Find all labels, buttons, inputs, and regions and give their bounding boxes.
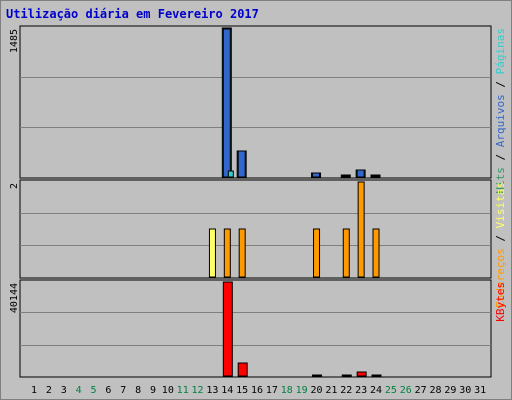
x-tick-label: 27 <box>415 385 427 396</box>
x-tick-label: 5 <box>90 385 96 396</box>
bar-endereos-day-15 <box>238 228 246 278</box>
x-axis: 1 2 3 4 5 6 7 8 9 10 11 12 13 14 15 16 17 18 19 20 21 22 23 24 2… <box>31 385 486 396</box>
x-tick-label: 31 <box>474 385 486 396</box>
panel-middle: 2 Endereços / Visitas <box>9 179 507 308</box>
y-max-label: 40144 <box>9 283 20 313</box>
x-tick-label: 23 <box>355 385 367 396</box>
x-tick-label: 7 <box>120 385 126 396</box>
legend: Endereços / Visitas <box>494 182 507 308</box>
legend-item: Visitas <box>494 182 507 235</box>
x-tick-label: 9 <box>150 385 156 396</box>
x-tick-label: 1 <box>31 385 37 396</box>
x-tick-label: 14 <box>221 385 233 396</box>
x-tick-label: 8 <box>135 385 141 396</box>
bar-endereos-day-23 <box>357 181 365 278</box>
bar-arquivos-day-24 <box>371 175 380 178</box>
x-tick-label: 20 <box>311 385 323 396</box>
legend: Hits / Arquivos / Páginas <box>494 28 507 194</box>
legend-item: Hits <box>494 167 507 194</box>
bar-arquivos-day-23 <box>356 169 365 178</box>
x-tick-label: 11 <box>177 385 189 396</box>
x-tick-label: 16 <box>251 385 263 396</box>
panel-border <box>19 25 492 179</box>
bar-kbytes-day-22 <box>341 374 352 377</box>
legend-item: KBytes <box>494 282 507 322</box>
bar-visitas-day-13 <box>208 228 216 278</box>
x-tick-label: 3 <box>61 385 67 396</box>
bar-arquivos-day-20 <box>312 172 321 178</box>
panel-border <box>19 179 492 279</box>
panel-border <box>19 279 492 378</box>
x-tick-label: 21 <box>325 385 337 396</box>
y-max-label: 2 <box>9 183 20 189</box>
x-tick-label: 17 <box>266 385 278 396</box>
x-tick-label: 19 <box>296 385 308 396</box>
bar-kbytes-day-23 <box>356 371 367 377</box>
bar-endereos-day-22 <box>342 228 350 278</box>
bar-endereos-day-20 <box>313 228 321 278</box>
bar-endereos-day-24 <box>372 228 380 278</box>
x-tick-label: 15 <box>236 385 248 396</box>
x-tick-label: 28 <box>429 385 441 396</box>
legend-item: / <box>494 235 507 248</box>
x-tick-label: 13 <box>206 385 218 396</box>
bar-kbytes-day-14 <box>222 281 233 377</box>
bar-kbytes-day-24 <box>371 374 382 377</box>
x-tick-label: 10 <box>162 385 174 396</box>
bar-arquivos-day-22 <box>341 175 350 178</box>
x-tick-label: 22 <box>340 385 352 396</box>
x-tick-label: 24 <box>370 385 382 396</box>
legend-item: Páginas <box>494 28 507 81</box>
y-max-label: 1485 <box>9 29 20 53</box>
panel-top: 1485 Hits / Arquivos / Páginas <box>9 25 507 194</box>
x-tick-label: 18 <box>281 385 293 396</box>
x-tick-label: 29 <box>444 385 456 396</box>
x-tick-label: 25 <box>385 385 397 396</box>
bar-arquivos-day-14 <box>222 28 231 178</box>
x-tick-label: 30 <box>459 385 471 396</box>
bar-kbytes-day-15 <box>237 362 248 377</box>
legend-item: / <box>494 81 507 94</box>
legend-item: / <box>494 154 507 167</box>
legend-item: Arquivos <box>494 94 507 154</box>
x-tick-label: 2 <box>46 385 52 396</box>
legend-item: Endereços <box>494 248 507 308</box>
bar-kbytes-day-20 <box>312 374 323 377</box>
x-tick-label: 6 <box>105 385 111 396</box>
bar-endereos-day-14 <box>223 228 231 278</box>
x-tick-label: 26 <box>400 385 412 396</box>
chart-title: Utilização diária em Fevereiro 2017 <box>6 7 259 21</box>
panel-bottom: 40144 KBytes <box>9 279 507 378</box>
bar-arquivos-day-15 <box>237 150 246 178</box>
x-tick-label: 12 <box>192 385 204 396</box>
legend: KBytes <box>494 282 507 322</box>
x-tick-label: 4 <box>76 385 82 396</box>
bar-pginas-day-14 <box>227 170 234 178</box>
